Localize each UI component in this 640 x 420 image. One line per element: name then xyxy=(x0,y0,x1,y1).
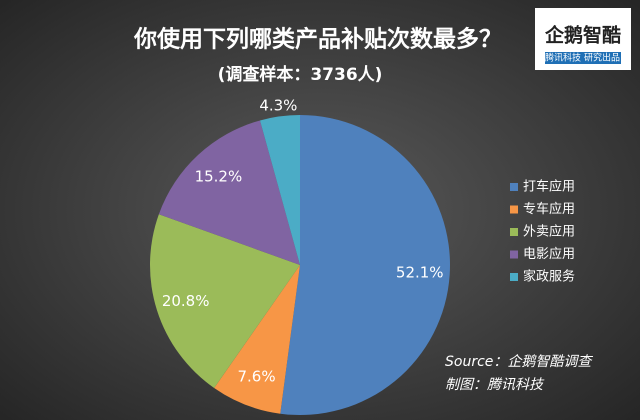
data-label: 20.8% xyxy=(162,292,210,310)
logo-tagline: 腾讯科技 xyxy=(545,52,581,64)
chart-title: 你使用下列哪类产品补贴次数最多？ xyxy=(133,26,502,53)
legend-swatch xyxy=(510,273,518,281)
data-label: 15.2% xyxy=(195,168,243,186)
source: Source：企鹅智酷调查 xyxy=(445,354,593,370)
legend-swatch xyxy=(510,205,518,214)
logo-name: 企鹅智酷 xyxy=(544,24,621,47)
chart-subtitle: (调查样本：3736人) xyxy=(218,64,383,85)
pie-slice xyxy=(280,115,450,415)
legend-label: 电影应用 xyxy=(523,246,575,262)
legend-label: 打车应用 xyxy=(523,179,575,195)
data-label: 4.3% xyxy=(259,96,297,114)
pie-slice xyxy=(158,120,300,265)
legend-label: 家政服务 xyxy=(523,269,575,285)
legend-label: 外卖应用 xyxy=(523,224,575,240)
data-label: 52.1% xyxy=(396,263,444,281)
logo: 企鹅智酷 腾讯科技 研究出品 xyxy=(535,8,631,70)
logo-tagline: 研究出品 xyxy=(584,52,620,64)
pie-slice xyxy=(259,115,300,265)
legend-swatch xyxy=(510,183,518,191)
pie-slice xyxy=(214,265,300,414)
legend-label: 专车应用 xyxy=(523,201,575,217)
source: 制图：腾讯科技 xyxy=(445,377,545,393)
legend-swatch xyxy=(510,228,518,236)
pie-slice xyxy=(150,214,300,388)
logo-band xyxy=(545,52,621,64)
legend-swatch xyxy=(510,250,518,259)
data-label: 7.6% xyxy=(237,367,275,385)
